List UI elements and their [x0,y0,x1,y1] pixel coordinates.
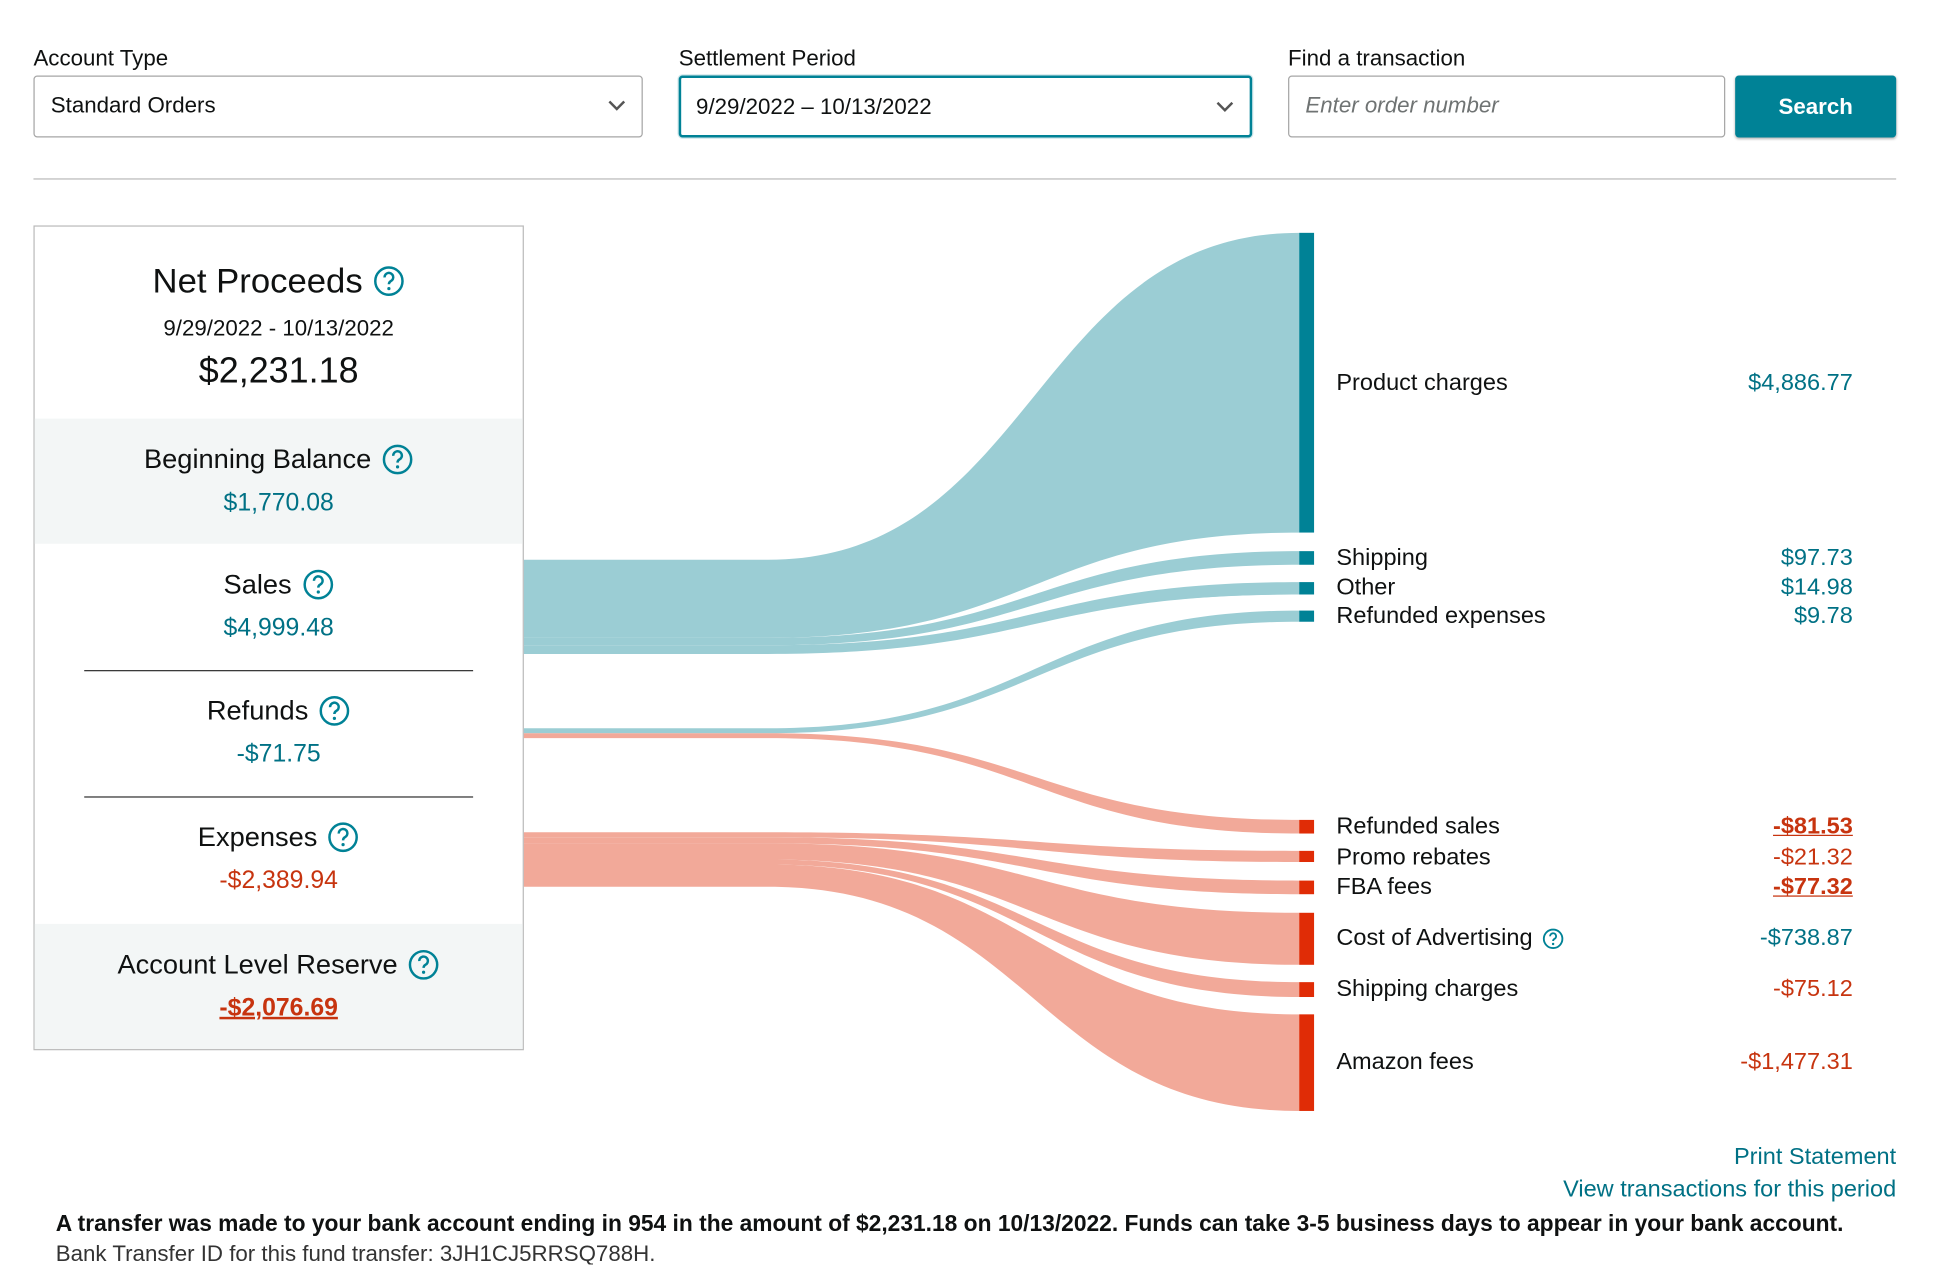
row-label: Shipping charges [1336,975,1519,1002]
breakdown-row: Refunded expenses $9.78 [1336,602,1852,632]
row-label: Other [1336,574,1396,601]
row-label: Product charges [1336,370,1508,397]
net-proceeds-amount: $2,231.18 [198,351,359,392]
refunds-section: Refunds -$71.75 [35,670,523,796]
net-proceeds-period: 9/29/2022 - 10/13/2022 [163,315,394,341]
net-proceeds-title: Net Proceeds [152,261,363,300]
row-label: Amazon fees [1336,1049,1474,1076]
transfer-id: Bank Transfer ID for this fund transfer:… [55,1240,656,1265]
row-label: FBA fees [1336,874,1432,901]
row-amount: -$738.87 [1759,925,1853,952]
print-statement-link[interactable]: Print Statement [1733,1144,1897,1171]
breakdown-row: Refunded sales -$81.53 [1336,812,1852,842]
section-amount: $4,999.48 [223,614,334,642]
row-label: Refunded expenses [1336,603,1546,630]
beginning-balance-section: Beginning Balance $1,770.08 [34,418,523,544]
income-nodes [1299,232,1315,622]
row-amount: $4,886.77 [1748,370,1853,397]
breakdown-row: FBA fees -$77.32 [1336,873,1852,903]
account-type-label: Account Type [33,45,169,71]
transfer-notice: A transfer was made to your bank account… [55,1210,1844,1237]
row-amount: -$1,477.31 [1740,1049,1853,1076]
search-button[interactable]: Search [1735,75,1897,138]
expense-flows [523,733,1300,1111]
breakdown-row: Shipping $97.73 [1336,544,1852,574]
section-label: Beginning Balance [143,443,372,475]
section-amount: $1,770.08 [223,489,334,517]
help-icon[interactable] [381,443,413,475]
row-amount: -$21.32 [1772,844,1853,871]
summary-panel: Net Proceeds 9/29/2022 - 10/13/2022 $2,2… [33,225,524,1051]
row-amount: $9.78 [1793,603,1853,630]
help-icon[interactable] [327,821,359,853]
section-label: Sales [223,568,292,600]
expenses-section: Expenses -$2,389.94 [35,796,523,924]
view-transactions-link[interactable]: View transactions for this period [1563,1176,1897,1203]
row-amount: $14.98 [1780,574,1853,601]
settlement-period-label: Settlement Period [678,45,856,71]
breakdown-row: Shipping charges -$75.12 [1336,975,1852,1005]
row-amount: -$75.12 [1772,975,1853,1002]
divider [84,670,474,672]
expense-nodes [1299,819,1315,1111]
breakdown-row: Other $14.98 [1336,573,1852,603]
row-label: Shipping [1336,544,1428,571]
row-amount[interactable]: -$81.53 [1772,813,1853,840]
separator [33,178,1897,180]
breakdown-row: Promo rebates -$21.32 [1336,843,1852,873]
order-number-input[interactable]: Enter order number [1288,75,1726,138]
net-proceeds-section: Net Proceeds 9/29/2022 - 10/13/2022 $2,2… [35,227,523,419]
help-icon[interactable] [1542,928,1564,950]
row-amount: $97.73 [1780,544,1853,571]
settlement-period-select[interactable]: 9/29/2022 – 10/13/2022 [678,75,1253,138]
help-icon[interactable] [318,695,350,727]
chevron [1216,101,1234,112]
breakdown-row: Amazon fees -$1,477.31 [1336,1048,1852,1078]
divider [84,796,474,798]
help-icon[interactable] [408,949,440,981]
row-label: Promo rebates [1336,844,1491,871]
section-amount: -$71.75 [236,740,321,768]
account-type-value: Standard Orders [50,92,216,118]
row-label: Cost of Advertising [1336,925,1533,952]
breakdown-row: Product charges $4,886.77 [1336,369,1852,399]
account-type-select[interactable]: Standard Orders [33,75,643,138]
help-icon[interactable] [302,568,334,600]
order-number-placeholder: Enter order number [1305,92,1499,118]
section-label: Expenses [197,821,318,853]
find-transaction-label: Find a transaction [1288,45,1466,71]
reserve-section: Account Level Reserve -$2,076.69 [34,923,523,1050]
row-label-wrap: Cost of Advertising [1336,924,1564,954]
section-label: Account Level Reserve [117,948,398,980]
section-amount[interactable]: -$2,076.69 [219,994,338,1022]
chevron [608,100,626,111]
sales-section: Sales $4,999.48 [35,544,523,670]
section-amount: -$2,389.94 [219,866,338,895]
section-label: Refunds [206,694,309,726]
breakdown-row: Cost of Advertising -$738.87 [1336,924,1852,954]
help-icon[interactable] [373,265,405,297]
row-amount[interactable]: -$77.32 [1772,874,1853,901]
income-flows [523,232,1300,734]
settlement-period-value: 9/29/2022 – 10/13/2022 [696,94,932,119]
row-label: Refunded sales [1336,813,1500,840]
